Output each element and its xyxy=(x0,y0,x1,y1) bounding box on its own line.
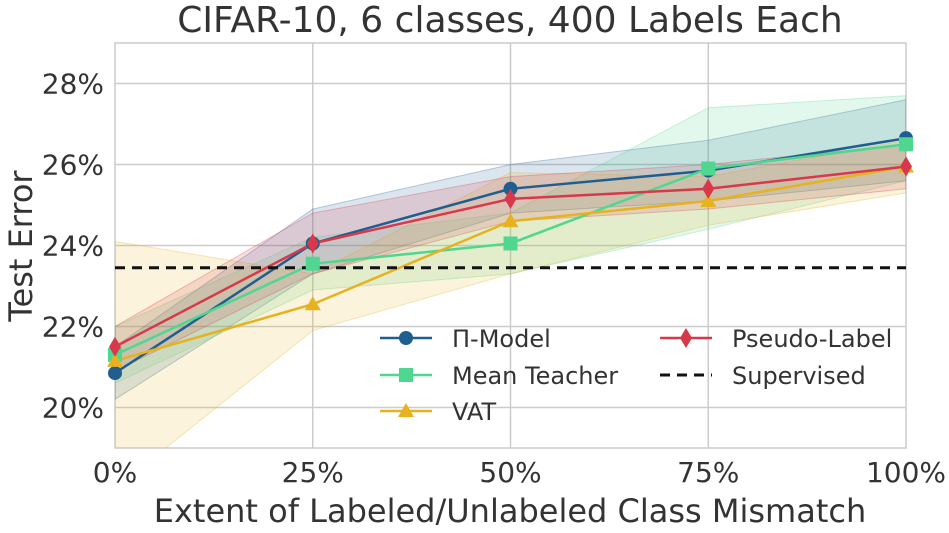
legend-item-pseudo-label: Pseudo-Label xyxy=(660,325,892,353)
x-tick-label: 25% xyxy=(282,456,344,489)
x-tick-label: 50% xyxy=(479,456,541,489)
legend-marker xyxy=(680,328,692,348)
pseudo-label-point xyxy=(702,178,715,199)
x-axis-label: Extent of Labeled/Unlabeled Class Mismat… xyxy=(154,492,867,530)
y-axis-label: Test Error xyxy=(2,170,40,323)
pseudo-label-point xyxy=(109,336,121,357)
chart-title: CIFAR-10, 6 classes, 400 Labels Each xyxy=(177,0,842,41)
y-tick-labels: 20% 22% 24% 26% 28% xyxy=(42,68,104,425)
model-point xyxy=(108,366,122,381)
legend-marker xyxy=(399,368,413,382)
y-tick-label: 26% xyxy=(42,149,104,182)
legend-marker xyxy=(399,331,413,345)
pseudo-label-point xyxy=(900,156,912,177)
y-tick-label: 20% xyxy=(42,392,104,425)
vat-point xyxy=(700,192,717,207)
series-markers xyxy=(107,131,914,381)
y-tick-label: 24% xyxy=(42,230,104,263)
y-tick-label: 28% xyxy=(42,68,104,101)
legend-label: VAT xyxy=(452,398,496,426)
vat-point xyxy=(502,213,519,228)
pseudo-label-point xyxy=(504,188,517,209)
x-tick-label: 0% xyxy=(93,456,137,489)
mean-teacher-point xyxy=(899,137,913,152)
legend-marker xyxy=(398,403,414,417)
legend: Π-Model Mean Teacher VAT Pseudo-Label Superv… xyxy=(380,325,892,426)
mean-teacher-point xyxy=(305,256,320,271)
mean-teacher-point xyxy=(701,161,716,176)
vat-point xyxy=(107,352,123,367)
model-point xyxy=(503,181,518,196)
legend-label: Mean Teacher xyxy=(452,362,618,390)
legend-item-mean-teacher: Mean Teacher xyxy=(380,362,618,390)
legend-label: Pseudo-Label xyxy=(732,325,892,353)
legend-item-vat: VAT xyxy=(380,398,496,426)
mean-teacher-point xyxy=(503,236,518,251)
x-tick-labels: 0% 25% 50% 75% 100% xyxy=(93,456,946,489)
pseudo-label-point xyxy=(306,233,319,254)
vat-point xyxy=(304,296,321,311)
legend-item-model: Π-Model xyxy=(380,325,551,353)
x-tick-label: 100% xyxy=(866,456,946,489)
legend-label: Supervised xyxy=(732,362,866,390)
y-tick-label: 22% xyxy=(42,311,104,344)
x-tick-label: 75% xyxy=(677,456,739,489)
legend-item-supervised: Supervised xyxy=(660,362,866,390)
legend-label: Π-Model xyxy=(452,325,551,353)
